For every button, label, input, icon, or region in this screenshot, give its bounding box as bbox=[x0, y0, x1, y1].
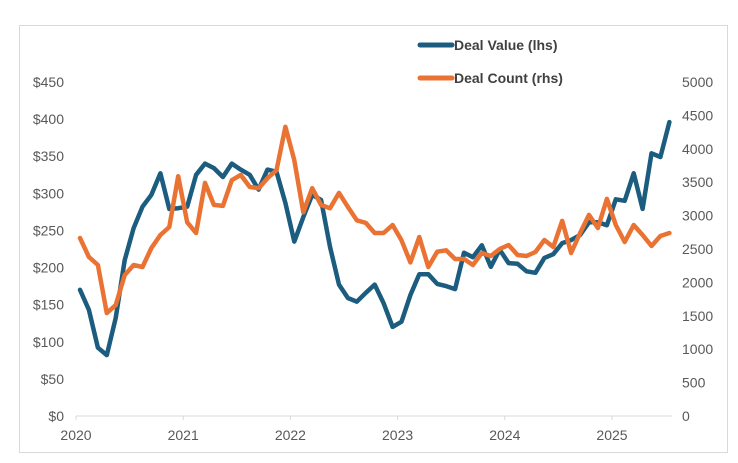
y-right-tick-label: 4500 bbox=[682, 107, 713, 123]
chart-frame bbox=[19, 25, 728, 453]
y-left-tick-label: $400 bbox=[33, 111, 64, 127]
y-left-tick-label: $200 bbox=[33, 260, 64, 276]
y-left-tick-label: $100 bbox=[33, 334, 64, 350]
deal-value-points bbox=[80, 122, 670, 355]
y-axis-right: 0 500 1000 1500 2000 2500 3000 3500 4000 4500 5000 bbox=[682, 74, 713, 424]
legend-item-deal-value: Deal Value (lhs) bbox=[417, 37, 557, 53]
y-right-tick-label: 4000 bbox=[682, 141, 713, 157]
y-left-tick-label: $250 bbox=[33, 222, 64, 238]
x-axis: 2020 2021 2022 2023 2024 2025 bbox=[60, 415, 672, 443]
x-tick-label: 2021 bbox=[168, 427, 199, 443]
y-right-tick-label: 5000 bbox=[682, 74, 713, 90]
y-left-tick-label: $0 bbox=[48, 408, 64, 424]
x-tick-label: 2020 bbox=[60, 427, 91, 443]
y-left-tick-label: $350 bbox=[33, 148, 64, 164]
x-tick-label: 2023 bbox=[382, 427, 413, 443]
y-right-tick-label: 1000 bbox=[682, 341, 713, 357]
y-right-tick-label: 2500 bbox=[682, 241, 713, 257]
series-layer bbox=[77, 119, 672, 358]
y-right-tick-label: 3000 bbox=[682, 208, 713, 224]
y-left-tick-label: $150 bbox=[33, 297, 64, 313]
legend-item-deal-count: Deal Count (rhs) bbox=[417, 70, 563, 86]
legend: Deal Value (lhs) Deal Count (rhs) bbox=[417, 37, 563, 86]
y-right-tick-label: 0 bbox=[682, 408, 690, 424]
series-line-deal-value bbox=[77, 119, 672, 358]
x-tick-label: 2022 bbox=[275, 427, 306, 443]
x-tick-label: 2024 bbox=[489, 427, 520, 443]
y-left-tick-label: $450 bbox=[33, 74, 64, 90]
x-tick-label: 2025 bbox=[596, 427, 627, 443]
legend-label-deal-count: Deal Count (rhs) bbox=[454, 70, 563, 86]
y-left-tick-label: $300 bbox=[33, 185, 64, 201]
y-left-tick-label: $50 bbox=[41, 371, 65, 387]
y-right-tick-label: 3500 bbox=[682, 174, 713, 190]
y-right-tick-label: 2000 bbox=[682, 274, 713, 290]
y-right-tick-label: 500 bbox=[682, 375, 706, 391]
y-right-tick-label: 1500 bbox=[682, 308, 713, 324]
y-axis-left: $0 $50 $100 $150 $200 $250 $300 $350 $400 $450 bbox=[33, 74, 64, 424]
series-line-deal-count bbox=[77, 124, 672, 316]
legend-label-deal-value: Deal Value (lhs) bbox=[454, 37, 557, 53]
